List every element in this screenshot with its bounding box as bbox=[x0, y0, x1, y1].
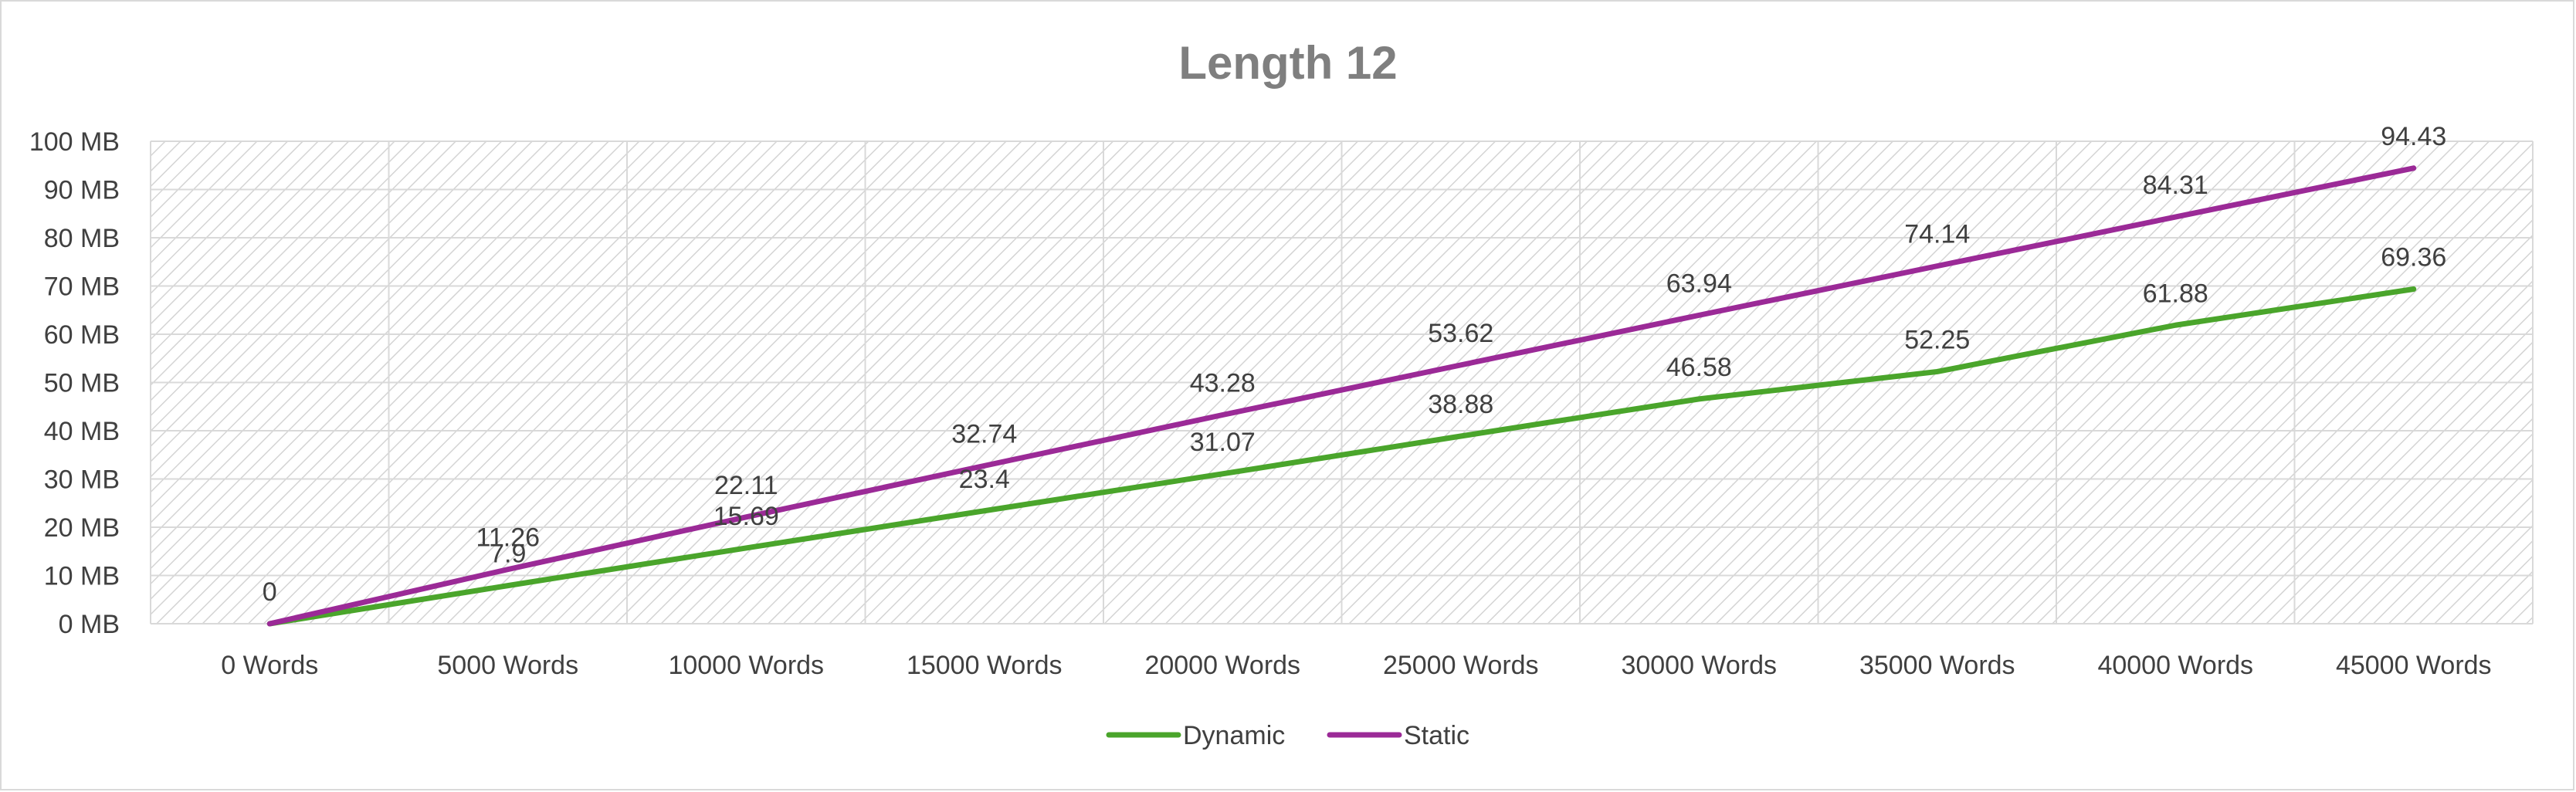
y-tick-label: 20 MB bbox=[44, 513, 120, 543]
data-label-dynamic: 31.07 bbox=[1190, 428, 1256, 457]
data-label-static: 22.11 bbox=[714, 471, 778, 500]
data-label-dynamic: 23.4 bbox=[959, 465, 1010, 494]
data-label-dynamic: 7.9 bbox=[490, 540, 526, 569]
y-tick-label: 50 MB bbox=[44, 369, 120, 398]
x-tick-label: 30000 Words bbox=[1621, 651, 1777, 680]
y-tick-label: 70 MB bbox=[44, 272, 120, 302]
data-label-static: 0 bbox=[263, 577, 277, 607]
x-tick-label: 25000 Words bbox=[1383, 651, 1539, 680]
y-tick-label: 40 MB bbox=[44, 417, 120, 446]
x-tick-label: 45000 Words bbox=[2336, 651, 2492, 680]
data-label-static: 74.14 bbox=[1904, 220, 1970, 249]
series-line-static bbox=[266, 165, 2417, 627]
data-label-static: 84.31 bbox=[2143, 171, 2208, 200]
x-tick-label: 35000 Words bbox=[1859, 651, 2015, 680]
data-label-static: 11.26 bbox=[476, 523, 540, 553]
data-label-static: 53.62 bbox=[1428, 319, 1493, 348]
data-label-dynamic: 61.88 bbox=[2143, 279, 2208, 308]
y-tick-label: 60 MB bbox=[44, 320, 120, 350]
y-tick-label: 0 MB bbox=[59, 610, 120, 639]
y-tick-label: 100 MB bbox=[29, 127, 120, 157]
data-label-dynamic: 52.25 bbox=[1904, 325, 1970, 354]
x-tick-label: 40000 Words bbox=[2097, 651, 2253, 680]
x-tick-label: 15000 Words bbox=[907, 651, 1063, 680]
legend: Dynamic Static bbox=[1106, 721, 1469, 750]
x-tick-label: 10000 Words bbox=[668, 651, 824, 680]
legend-label-static: Static bbox=[1404, 721, 1469, 750]
y-tick-label: 80 MB bbox=[44, 224, 120, 253]
x-tick-label: 0 Words bbox=[221, 651, 318, 680]
data-label-dynamic: 15.69 bbox=[713, 502, 779, 531]
chart-title: Length 12 bbox=[1178, 37, 1397, 89]
data-label-static: 94.43 bbox=[2381, 122, 2446, 151]
data-label-dynamic: 69.36 bbox=[2381, 243, 2446, 272]
data-label-dynamic: 38.88 bbox=[1428, 390, 1493, 419]
y-tick-label: 30 MB bbox=[44, 465, 120, 495]
data-label-static: 43.28 bbox=[1190, 369, 1256, 398]
data-label-dynamic: 46.58 bbox=[1666, 353, 1732, 382]
x-tick-label: 20000 Words bbox=[1144, 651, 1300, 680]
y-tick-label: 90 MB bbox=[44, 176, 120, 205]
x-tick-label: 5000 Words bbox=[437, 651, 578, 680]
data-label-static: 32.74 bbox=[951, 419, 1017, 448]
legend-label-dynamic: Dynamic bbox=[1183, 721, 1285, 750]
y-tick-label: 10 MB bbox=[44, 562, 120, 591]
series-line-dynamic bbox=[266, 286, 2417, 627]
data-label-static: 63.94 bbox=[1666, 269, 1732, 298]
